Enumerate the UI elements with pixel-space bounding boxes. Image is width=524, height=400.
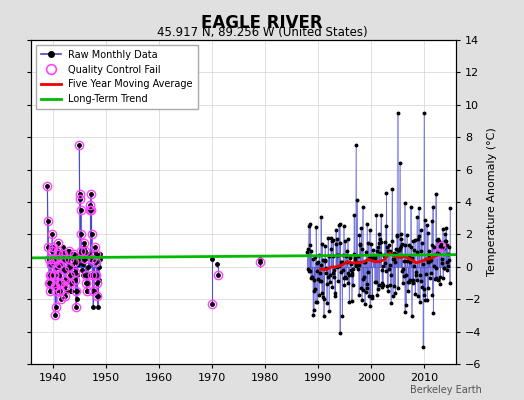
- Legend: Raw Monthly Data, Quality Control Fail, Five Year Moving Average, Long-Term Tren: Raw Monthly Data, Quality Control Fail, …: [36, 45, 198, 109]
- Text: 45.917 N, 89.256 W (United States): 45.917 N, 89.256 W (United States): [157, 26, 367, 39]
- Text: EAGLE RIVER: EAGLE RIVER: [201, 14, 323, 32]
- Y-axis label: Temperature Anomaly (°C): Temperature Anomaly (°C): [487, 128, 497, 276]
- Text: Berkeley Earth: Berkeley Earth: [410, 385, 482, 395]
